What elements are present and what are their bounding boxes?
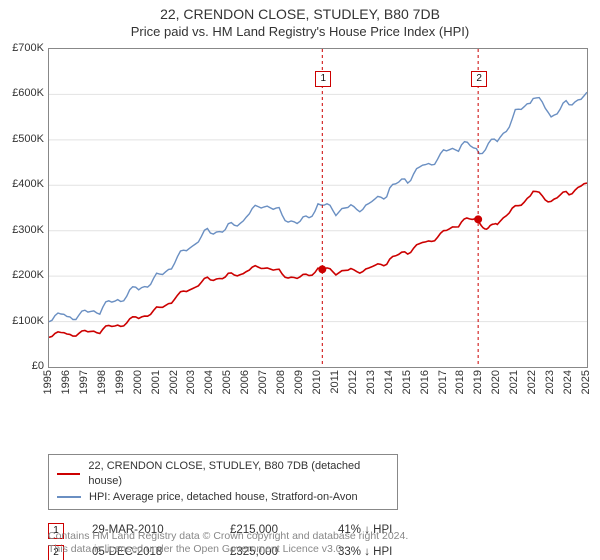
y-tick-label: £200K	[12, 269, 44, 281]
sale-marker-dot	[474, 215, 482, 223]
x-tick-label: 2024	[562, 370, 574, 394]
sale-marker-dot	[318, 265, 326, 273]
x-tick-label: 2013	[365, 370, 377, 394]
plot-svg	[49, 49, 587, 367]
sale-marker-box: 2	[471, 71, 487, 87]
x-tick-label: 2019	[472, 370, 484, 394]
y-tick-label: £100K	[12, 315, 44, 327]
x-tick-label: 2014	[383, 370, 395, 394]
x-tick-label: 2025	[580, 370, 592, 394]
x-tick-label: 2021	[508, 370, 520, 394]
x-tick-label: 2001	[150, 370, 162, 394]
x-tick-label: 2023	[544, 370, 556, 394]
x-tick-label: 2015	[401, 370, 413, 394]
x-tick-label: 2002	[168, 370, 180, 394]
x-tick-label: 2020	[490, 370, 502, 394]
legend-row: 22, CRENDON CLOSE, STUDLEY, B80 7DB (det…	[57, 459, 389, 490]
chart-wrap: £0£100K£200K£300K£400K£500K£600K£700K 12…	[0, 48, 600, 408]
x-tick-label: 1996	[60, 370, 72, 394]
y-tick-label: £600K	[12, 87, 44, 99]
y-tick-label: £400K	[12, 178, 44, 190]
legend-row: HPI: Average price, detached house, Stra…	[57, 490, 389, 505]
x-tick-label: 2012	[347, 370, 359, 394]
x-tick-label: 2003	[185, 370, 197, 394]
x-tick-label: 2008	[275, 370, 287, 394]
legend-swatch	[57, 473, 80, 475]
x-tick-label: 2017	[437, 370, 449, 394]
x-tick-label: 2004	[203, 370, 215, 394]
x-tick-label: 2009	[293, 370, 305, 394]
sale-marker-box: 1	[315, 71, 331, 87]
x-tick-label: 2007	[257, 370, 269, 394]
y-axis: £0£100K£200K£300K£400K£500K£600K£700K	[0, 48, 48, 368]
legend-label: HPI: Average price, detached house, Stra…	[89, 490, 358, 505]
x-tick-label: 2018	[454, 370, 466, 394]
footnote-line1: Contains HM Land Registry data © Crown c…	[48, 530, 408, 543]
plot-area: 12	[48, 48, 588, 368]
title-line2: Price paid vs. HM Land Registry's House …	[0, 24, 600, 40]
x-tick-label: 2010	[311, 370, 323, 394]
x-tick-label: 2022	[526, 370, 538, 394]
x-tick-label: 2006	[239, 370, 251, 394]
y-tick-label: £300K	[12, 224, 44, 236]
x-tick-label: 2016	[419, 370, 431, 394]
series-price_paid	[49, 183, 587, 337]
legend-label: 22, CRENDON CLOSE, STUDLEY, B80 7DB (det…	[88, 459, 389, 490]
x-tick-label: 1998	[96, 370, 108, 394]
title-line1: 22, CRENDON CLOSE, STUDLEY, B80 7DB	[0, 6, 600, 24]
y-tick-label: £500K	[12, 133, 44, 145]
x-tick-label: 2005	[221, 370, 233, 394]
footnote-line2: This data is licensed under the Open Gov…	[48, 543, 408, 556]
footnote: Contains HM Land Registry data © Crown c…	[48, 530, 408, 556]
x-tick-label: 1995	[42, 370, 54, 394]
x-axis: 1995199619971998199920002001200220032004…	[48, 368, 588, 408]
series-hpi	[49, 92, 587, 322]
x-tick-label: 2000	[132, 370, 144, 394]
x-tick-label: 2011	[329, 370, 341, 394]
legend-swatch	[57, 496, 81, 498]
chart-container: 22, CRENDON CLOSE, STUDLEY, B80 7DB Pric…	[0, 0, 600, 560]
legend-box: 22, CRENDON CLOSE, STUDLEY, B80 7DB (det…	[48, 454, 398, 510]
x-tick-label: 1997	[78, 370, 90, 394]
y-tick-label: £700K	[12, 42, 44, 54]
x-tick-label: 1999	[114, 370, 126, 394]
title-block: 22, CRENDON CLOSE, STUDLEY, B80 7DB Pric…	[0, 0, 600, 40]
